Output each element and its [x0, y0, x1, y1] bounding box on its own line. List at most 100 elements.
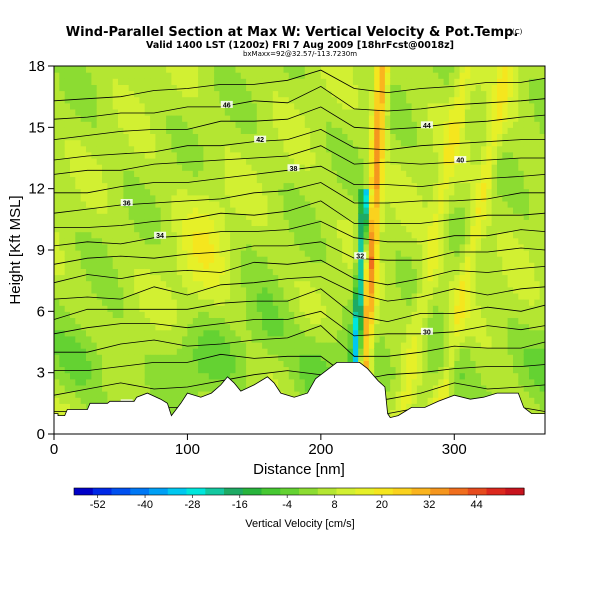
field-cell [107, 194, 114, 202]
field-cell [299, 207, 306, 214]
field-cell [304, 354, 311, 361]
field-cell [267, 90, 274, 98]
field-cell [299, 66, 306, 73]
field-cell [288, 158, 295, 165]
field-cell [219, 158, 226, 165]
field-cell [459, 231, 466, 239]
field-cell [400, 360, 407, 368]
field-cell [283, 354, 290, 361]
field-cell [379, 121, 386, 128]
field-cell [134, 219, 140, 226]
field-cell [278, 194, 285, 202]
field-cell [107, 127, 114, 134]
field-cell [310, 115, 317, 122]
field-cell [331, 96, 338, 104]
field-cell [150, 311, 156, 318]
field-cell [486, 188, 493, 196]
field-cell [128, 145, 135, 153]
field-cell [150, 342, 156, 349]
field-cell [283, 200, 290, 208]
field-cell [64, 200, 71, 208]
field-cell [304, 237, 311, 245]
field-cell [358, 268, 365, 276]
field-cell [251, 213, 258, 220]
field-cell [326, 102, 333, 110]
field-cell [54, 360, 60, 368]
field-cell [427, 133, 434, 141]
field-cell [187, 90, 194, 98]
field-cell [224, 237, 231, 245]
field-cell [422, 372, 429, 380]
field-cell [342, 219, 349, 226]
field-cell [176, 335, 183, 343]
field-cell [347, 213, 354, 220]
field-cell [235, 188, 242, 196]
field-cell [470, 72, 477, 79]
field-cell [390, 305, 397, 312]
field-cell [438, 139, 445, 147]
field-cell [139, 311, 146, 318]
field-cell [54, 164, 60, 171]
field-cell [438, 372, 445, 380]
field-cell [54, 237, 60, 245]
field-cell [139, 139, 146, 147]
field-cell [70, 262, 76, 269]
field-cell [459, 188, 466, 196]
field-cell [267, 72, 274, 79]
field-cell [208, 194, 215, 202]
field-cell [235, 348, 242, 355]
field-cell [475, 139, 482, 147]
field-cell [454, 378, 461, 386]
field-cell [481, 90, 487, 98]
field-cell [278, 250, 285, 257]
field-cell [96, 323, 103, 331]
field-cell [102, 391, 108, 398]
field-cell [70, 317, 76, 325]
field-cell [422, 323, 429, 331]
field-cell [230, 262, 236, 269]
field-cell [166, 274, 172, 282]
field-cell [315, 366, 322, 374]
field-cell [320, 348, 327, 355]
field-cell [219, 66, 226, 73]
field-cell [160, 335, 167, 343]
field-cell [459, 213, 466, 220]
field-cell [294, 66, 301, 73]
field-cell [374, 133, 381, 141]
field-cell [443, 133, 450, 141]
field-cell [448, 323, 455, 331]
field-cell [54, 145, 60, 153]
field-cell [331, 145, 338, 153]
field-cell [192, 182, 199, 190]
field-cell [64, 182, 71, 190]
field-cell [283, 286, 290, 294]
field-cell [384, 158, 391, 165]
field-cell [481, 231, 487, 239]
field-cell [342, 268, 349, 276]
field-cell [272, 323, 279, 331]
field-cell [144, 323, 151, 331]
field-cell [256, 311, 263, 318]
field-cell [262, 237, 268, 245]
field-cell [214, 366, 220, 374]
field-cell [256, 194, 263, 202]
field-cell [118, 194, 124, 202]
field-cell [75, 256, 82, 263]
field-cell [379, 262, 386, 269]
field-cell [192, 188, 199, 196]
field-cell [235, 145, 242, 153]
field-cell [384, 164, 391, 171]
field-cell [406, 170, 413, 177]
field-cell [262, 274, 268, 282]
field-cell [470, 354, 477, 361]
field-cell [395, 231, 402, 239]
field-cell [150, 323, 156, 331]
field-cell [230, 274, 236, 282]
field-cell [411, 274, 418, 282]
field-cell [59, 133, 66, 141]
field-cell [230, 256, 236, 263]
field-cell [64, 250, 71, 257]
field-cell [342, 145, 349, 153]
field-cell [310, 225, 317, 233]
field-cell [454, 145, 461, 153]
